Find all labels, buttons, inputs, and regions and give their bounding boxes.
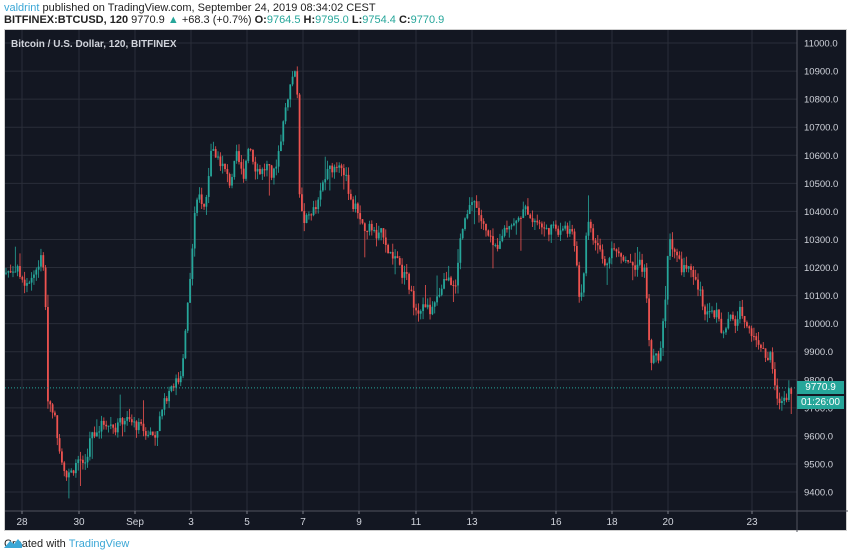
footer: Created with TradingView — [4, 538, 129, 550]
price-axis-label: 10200.0 — [804, 263, 838, 274]
price-axis-label: 10600.0 — [804, 151, 838, 162]
ohlc-bar: BITFINEX:BTCUSD, 120 9770.9 ▲ +68.3 (+0.… — [4, 14, 444, 26]
close-label: C: — [398, 14, 411, 26]
time-axis-label: 11 — [411, 517, 422, 528]
time-axis-label: 5 — [244, 517, 250, 528]
tradingview-logo-icon — [4, 539, 22, 548]
price-axis-label: 11000.0 — [804, 39, 838, 50]
candlestick-chart[interactable]: 11000.0 10900.0 10800.0 10700.0 10600.0 10500… — [5, 30, 848, 532]
tradingview-brand-link[interactable]: TradingView — [68, 538, 130, 550]
price-axis-label: 9500.0 — [804, 459, 833, 470]
open-value: 9764.5 — [266, 14, 301, 26]
time-axis-label: 9 — [356, 517, 362, 528]
author-link[interactable]: valdrint — [4, 2, 40, 14]
bar-countdown-tag: 01:26:00 — [797, 396, 844, 409]
price-axis-label: 9800.0 — [804, 375, 833, 386]
last-price: 9770.9 — [131, 14, 165, 26]
up-arrow-icon: ▲ — [167, 14, 179, 26]
time-axis-label: 13 — [466, 517, 478, 528]
price-axis-label: 9900.0 — [804, 347, 833, 358]
chart-panel[interactable]: 11000.0 10900.0 10800.0 10700.0 10600.0 10500… — [4, 29, 848, 532]
open-label: O: — [254, 14, 267, 26]
time-axis-label: 18 — [606, 517, 618, 528]
price-axis-label: 10100.0 — [804, 291, 838, 302]
time-axis-label: 16 — [550, 517, 562, 528]
low-label: L: — [351, 14, 363, 26]
publish-info: valdrint published on TradingView.com, S… — [4, 2, 376, 14]
low-value: 9754.4 — [362, 14, 396, 26]
time-axis-label: 3 — [188, 517, 194, 528]
time-axis-label: 20 — [662, 517, 674, 528]
price-axis-label: 9400.0 — [804, 488, 833, 499]
price-axis-label: 10900.0 — [804, 67, 838, 78]
price-axis-label: 10700.0 — [804, 123, 838, 134]
price-axis-label: 10800.0 — [804, 95, 838, 106]
time-axis-label: Sep — [126, 517, 144, 528]
symbol-label: BITFINEX:BTCUSD, 120 — [4, 14, 129, 26]
high-value: 9795.0 — [315, 14, 349, 26]
price-axis-label: 10500.0 — [804, 179, 838, 190]
high-label: H: — [303, 14, 316, 26]
price-axis-label: 10000.0 — [804, 319, 838, 330]
time-axis-label: 30 — [73, 517, 85, 528]
time-axis-label: 28 — [16, 517, 28, 528]
close-value: 9770.9 — [410, 14, 445, 26]
time-axis-label: 7 — [300, 517, 306, 528]
chart-legend: Bitcoin / U.S. Dollar, 120, BITFINEX — [11, 39, 177, 50]
last-price-tag: 9770.9 — [797, 381, 844, 394]
price-axis-label: 10400.0 — [804, 207, 838, 218]
price-axis-label: 10300.0 — [804, 235, 838, 246]
change-value: +68.3 (+0.7%) — [181, 14, 252, 26]
time-axis-label: 23 — [746, 517, 758, 528]
published-text: published on TradingView.com, September … — [42, 2, 376, 14]
price-axis-label: 9600.0 — [804, 431, 833, 442]
